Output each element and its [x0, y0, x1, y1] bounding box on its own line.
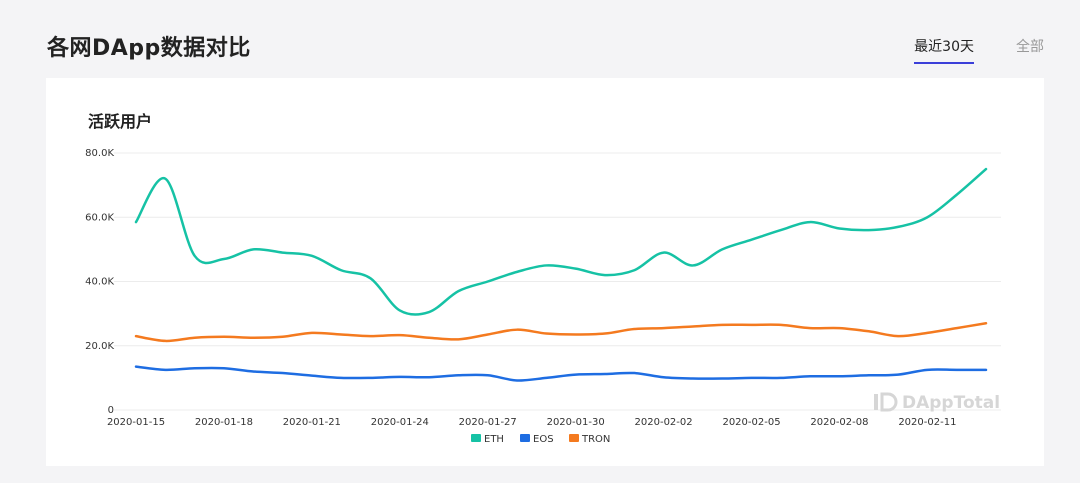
tab-last-30-days[interactable]: 最近30天 — [914, 36, 974, 64]
x-tick-label: 2020-02-05 — [722, 417, 780, 428]
legend-swatch-eos[interactable] — [520, 434, 530, 442]
legend-swatch-eth[interactable] — [471, 434, 481, 442]
series-line-eth — [134, 167, 988, 316]
legend-label-tron[interactable]: TRON — [581, 434, 610, 445]
range-tabs: 最近30天 全部 — [914, 36, 1044, 64]
dapptotal-logo-icon — [874, 394, 878, 410]
tab-all[interactable]: 全部 — [1016, 39, 1044, 55]
x-tick-label: 2020-01-30 — [547, 417, 605, 428]
y-tick-label: 0 — [108, 405, 114, 416]
y-tick-label: 40.0K — [85, 277, 114, 288]
watermark-text: DAppTotal — [902, 393, 1000, 413]
x-tick-label: 2020-01-24 — [371, 417, 429, 428]
x-tick-label: 2020-01-18 — [195, 417, 253, 428]
x-tick-label: 2020-01-27 — [459, 417, 517, 428]
x-tick-label: 2020-02-08 — [810, 417, 868, 428]
line-chart: 0 20.0K 40.0K 60.0K 80.0K 2020-01-15 2020-01-1… — [85, 148, 1001, 445]
x-tick-label: 2020-02-02 — [635, 417, 693, 428]
page-title: 各网DApp数据对比 — [47, 36, 251, 61]
legend-swatch-tron[interactable] — [569, 434, 579, 442]
x-tick-label: 2020-01-15 — [107, 417, 165, 428]
legend-label-eos[interactable]: EOS — [533, 434, 554, 445]
series-line-tron — [134, 322, 988, 343]
x-tick-label: 2020-01-21 — [283, 417, 341, 428]
series-line-eos — [134, 365, 988, 382]
y-tick-label: 20.0K — [85, 341, 114, 352]
x-tick-label: 2020-02-11 — [898, 417, 956, 428]
dapptotal-logo-icon-arc — [880, 392, 898, 412]
chart-title: 活跃用户 — [88, 112, 153, 131]
legend-label-eth[interactable]: ETH — [484, 434, 504, 445]
y-tick-label: 80.0K — [85, 148, 114, 159]
chart-card: 活跃用户 0 20.0K 40.0K 60.0K 80.0K 2020-01-15 2020… — [46, 78, 1044, 466]
y-tick-label: 60.0K — [85, 212, 114, 223]
